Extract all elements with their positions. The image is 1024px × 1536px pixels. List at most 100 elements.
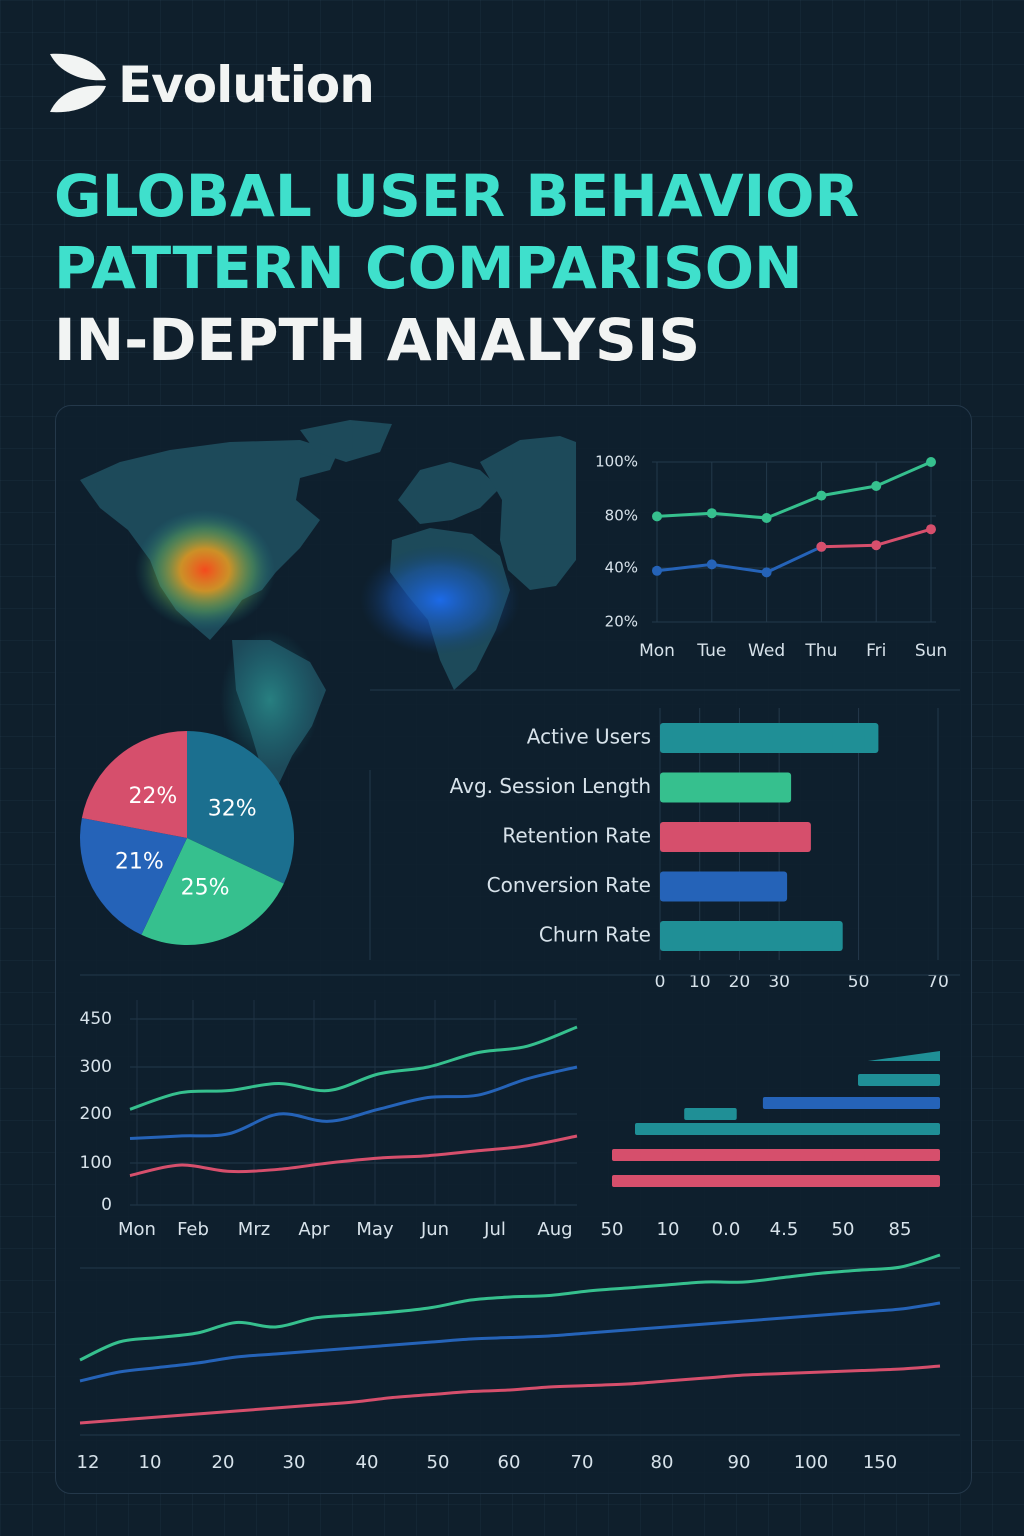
data-point <box>871 481 882 491</box>
bar-category-label: Active Users <box>527 725 651 749</box>
data-point <box>761 513 772 523</box>
data-point <box>706 559 717 570</box>
x-tick-label: Mrz <box>238 1219 270 1240</box>
bar <box>660 723 879 753</box>
x-tick-label: Sun <box>915 641 947 661</box>
y-tick-label: 300 <box>80 1057 112 1077</box>
pie-slice <box>81 731 187 838</box>
x-tick-label: 12 <box>77 1452 100 1473</box>
data-point <box>652 511 662 522</box>
x-tick-label: Feb <box>177 1219 209 1240</box>
x-tick-label: 90 <box>728 1452 751 1473</box>
x-tick-label: 0.0 <box>712 1219 741 1240</box>
pie-slice <box>141 838 284 946</box>
x-tick-label: Jun <box>420 1219 449 1240</box>
bar <box>612 1175 940 1187</box>
pie-slice <box>187 731 295 884</box>
pie-slice-label: 32% <box>208 796 257 821</box>
pie-slice <box>80 818 187 935</box>
y-tick-label: 40% <box>605 559 638 577</box>
pie-slice-label: 21% <box>115 849 164 874</box>
series-line <box>129 1134 578 1178</box>
x-tick-label: 100 <box>794 1452 828 1473</box>
bar <box>635 1123 940 1135</box>
data-point <box>871 540 882 551</box>
x-tick-label: Mon <box>118 1219 156 1240</box>
x-tick-label: Fri <box>866 641 886 661</box>
range-bar-chart: 50 10 0.0 4.5 50 85 <box>601 1051 940 1240</box>
data-point <box>926 457 936 467</box>
bar-category-label: Avg. Session Length <box>450 774 651 798</box>
x-tick-label: 40 <box>356 1452 379 1473</box>
x-tick-label: 70 <box>927 972 949 992</box>
share-pie-chart: 32% 25% 21% 22% <box>80 731 295 946</box>
x-tick-label: 60 <box>498 1452 521 1473</box>
x-tick-label: 10 <box>689 972 711 992</box>
leaf-logo-icon <box>50 53 106 113</box>
y-tick-label: 0 <box>101 1195 112 1215</box>
x-tick-label: Tue <box>696 641 726 661</box>
bar <box>858 1074 940 1086</box>
title-line-3: IN-DEPTH ANALYSIS <box>54 306 701 374</box>
bar <box>660 871 788 902</box>
bar <box>660 921 843 951</box>
long-trend-line-chart: 12 10 20 30 40 50 60 70 80 90 100 150 <box>77 1253 960 1473</box>
x-tick-label: 50 <box>601 1219 624 1240</box>
x-tick-label: 20 <box>729 972 751 992</box>
title-line-1: GLOBAL USER BEHAVIOR <box>54 162 860 230</box>
x-tick-label: 85 <box>889 1219 912 1240</box>
bar <box>660 772 792 803</box>
heat-spot-south-america <box>220 630 320 770</box>
x-tick-label: 30 <box>283 1452 306 1473</box>
data-point <box>816 541 827 552</box>
x-tick-label: 80 <box>651 1452 674 1473</box>
bar <box>612 1149 940 1161</box>
y-tick-label: 450 <box>80 1009 112 1029</box>
x-tick-label: 20 <box>212 1452 235 1473</box>
bar <box>867 1051 940 1061</box>
x-tick-label: Thu <box>804 641 837 661</box>
continent-europe <box>398 462 500 524</box>
x-tick-label: 30 <box>768 972 790 992</box>
data-point <box>652 565 662 576</box>
continent-asia <box>480 436 576 590</box>
continent-greenland <box>300 420 392 462</box>
y-tick-label: 200 <box>80 1104 112 1124</box>
x-tick-label: 10 <box>657 1219 680 1240</box>
x-tick-label: 0 <box>655 972 666 992</box>
series-line <box>656 460 932 520</box>
x-tick-label: Mon <box>639 641 675 661</box>
y-tick-label: 100 <box>80 1153 112 1173</box>
x-tick-label: 10 <box>139 1452 162 1473</box>
series-line <box>129 1025 578 1111</box>
bar <box>762 1097 940 1109</box>
series-line <box>129 1065 578 1140</box>
x-tick-label: 50 <box>848 972 870 992</box>
heat-spot-north-america <box>135 510 275 630</box>
bar-category-label: Churn Rate <box>539 923 651 947</box>
y-tick-label: 20% <box>605 613 638 631</box>
x-tick-label: Jul <box>483 1219 506 1240</box>
weekly-line-chart: 100% 80% 40% 20%Mon Tue Wed Thu Fri Sun <box>595 453 947 662</box>
series-line <box>79 1301 941 1383</box>
series-line <box>656 545 823 574</box>
y-tick-label: 100% <box>595 453 638 471</box>
x-tick-label: May <box>356 1219 394 1240</box>
x-tick-label: 150 <box>863 1452 897 1473</box>
bar-category-label: Retention Rate <box>502 824 651 848</box>
title-line-2: PATTERN COMPARISON <box>54 234 803 302</box>
data-point <box>706 508 717 519</box>
series-line <box>79 1364 941 1425</box>
x-tick-label: Wed <box>748 641 785 661</box>
y-tick-label: 80% <box>605 507 638 525</box>
pie-slice-label: 25% <box>181 875 230 900</box>
series-line <box>79 1253 941 1362</box>
metrics-bar-chart: 0 10 20 30 50 70 Active Users Avg. Session Leng… <box>369 689 960 992</box>
bar <box>660 822 811 852</box>
data-point <box>761 567 772 578</box>
bar <box>684 1108 737 1120</box>
page-title: GLOBAL USER BEHAVIOR PATTERN COMPARISON … <box>54 160 859 376</box>
x-tick-label: 4.5 <box>770 1219 799 1240</box>
